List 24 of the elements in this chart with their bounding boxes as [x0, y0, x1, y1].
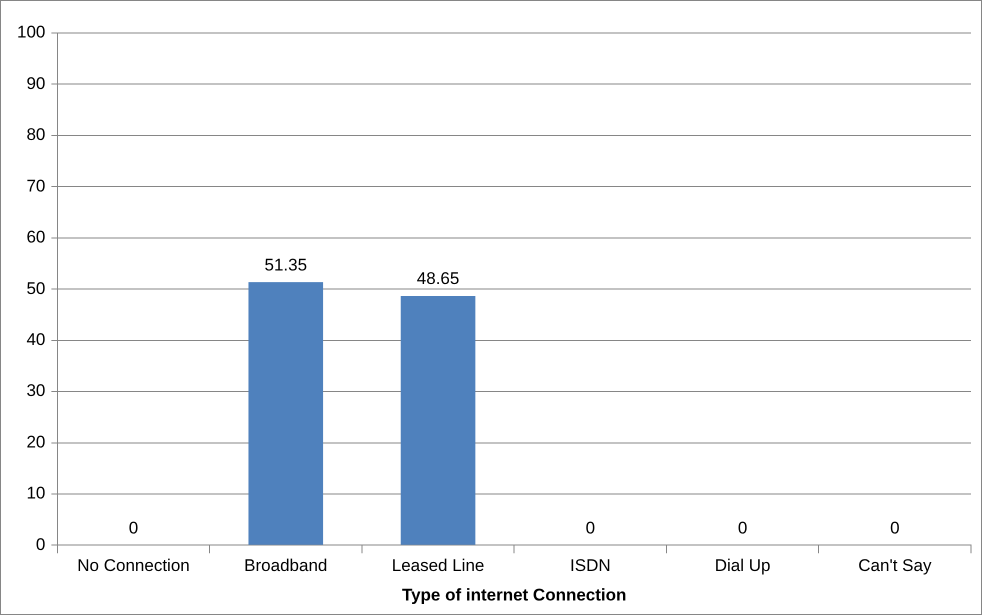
x-tick-label: Can't Say	[858, 556, 932, 576]
y-tick-label: 90	[26, 74, 46, 93]
y-tick-label: 60	[26, 228, 46, 247]
y-tick-label: 100	[16, 22, 46, 42]
x-tick-label: No Connection	[77, 556, 190, 576]
data-label: 51.35	[264, 255, 308, 274]
data-label: 0	[738, 518, 748, 538]
x-tick-label: Dial Up	[714, 556, 770, 576]
x-tick-label: ISDN	[570, 556, 611, 576]
y-tick-label: 10	[26, 484, 46, 503]
data-label: 0	[128, 518, 138, 538]
y-tick-label: 20	[26, 432, 46, 452]
y-tick-label: 30	[26, 381, 46, 400]
x-tick-label: Leased Line	[392, 556, 484, 576]
data-label: 0	[890, 518, 900, 538]
y-tick-label: 70	[26, 176, 46, 196]
y-tick-label: 40	[26, 330, 46, 350]
y-tick-label: 80	[26, 125, 46, 144]
y-tick-label: 0	[36, 534, 46, 554]
y-tick-label: 50	[26, 278, 46, 298]
data-label: 48.65	[416, 269, 460, 288]
data-label: 0	[586, 518, 596, 538]
x-tick-label: Broadband	[244, 556, 328, 576]
x-axis-title: Type of internet Connection	[402, 585, 626, 604]
